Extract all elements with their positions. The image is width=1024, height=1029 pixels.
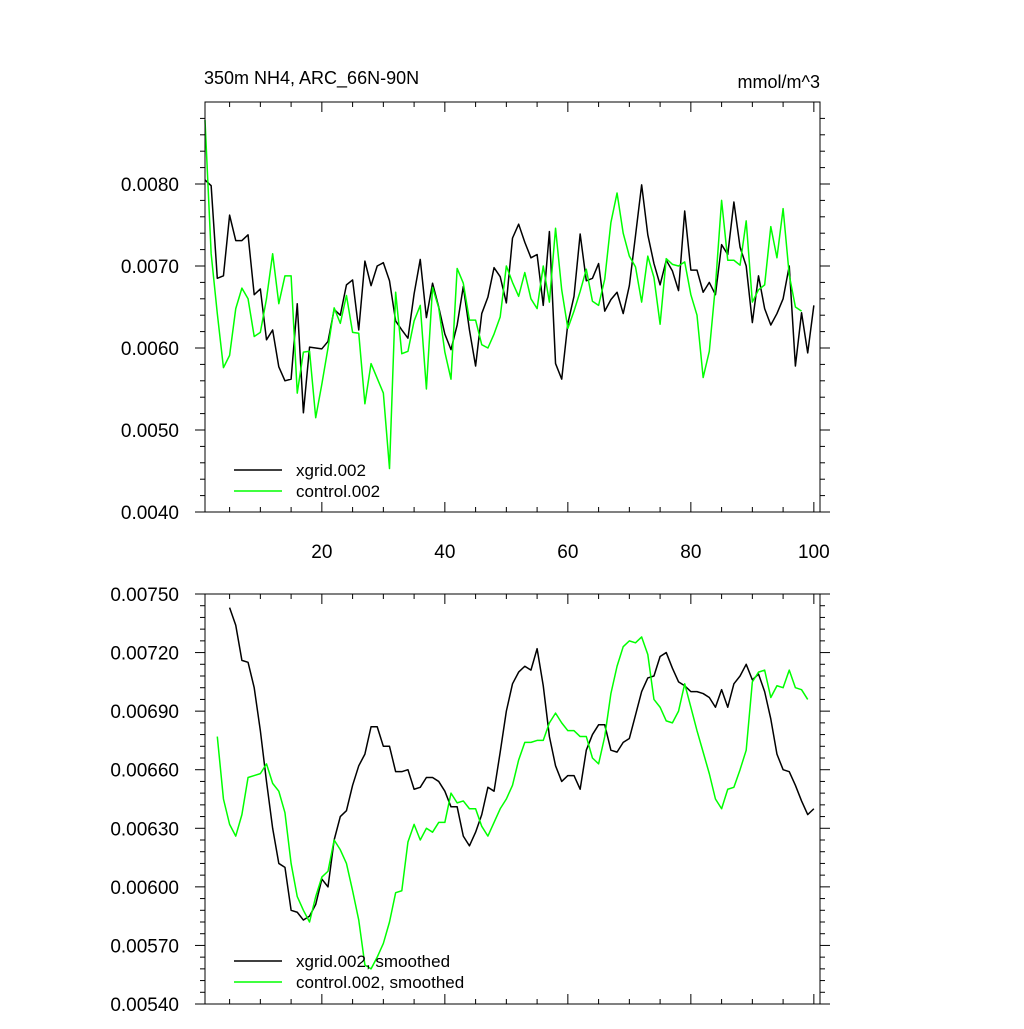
y-tick-label: 0.0080 (121, 175, 179, 196)
top-axis-ticks: 20 40 60 80 100 0.0040 0.0050 0.0060 0.0070 0.008… (121, 102, 830, 563)
x-tick-label: 80 (680, 542, 701, 563)
y-tick-label: 0.00690 (110, 702, 179, 723)
bottom-legend: xgrid.002, smoothed control.002, smoothe… (234, 952, 464, 992)
x-tick-label: 20 (311, 542, 332, 563)
y-tick-label: 0.00750 (110, 585, 179, 606)
series-line-xgrid-002-smoothed (228, 607, 815, 921)
legend-label-control-smoothed: control.002, smoothed (296, 973, 464, 992)
x-tick-label: 40 (434, 542, 455, 563)
y-tick-label: 0.0050 (121, 421, 179, 442)
y-tick-label: 0.00540 (110, 995, 179, 1016)
chart-title: 350m NH4, ARC_66N-90N (204, 68, 419, 89)
y-tick-label: 0.0040 (121, 503, 179, 524)
top-plot-frame (204, 101, 821, 513)
series-line-xgrid-002 (204, 179, 815, 414)
top-legend: xgrid.002 control.002 (234, 461, 380, 501)
x-tick-label: 60 (557, 542, 578, 563)
legend-label-xgrid: xgrid.002 (296, 461, 366, 480)
series-line-control-002 (204, 120, 802, 470)
series-line-control-002-smoothed (216, 636, 809, 970)
units-label: mmol/m^3 (738, 72, 820, 92)
bottom-panel: 0.00750 0.00720 0.00690 0.00660 0.00630 0.006… (110, 585, 830, 1016)
top-panel: 350m NH4, ARC_66N-90N mmol/m^3 20 40 60 80 1… (121, 68, 830, 563)
y-tick-label: 0.00660 (110, 761, 179, 782)
bottom-plot-frame (204, 593, 821, 1005)
x-tick-label: 100 (798, 542, 830, 563)
y-tick-label: 0.0070 (121, 257, 179, 278)
legend-label-control: control.002 (296, 482, 380, 501)
y-tick-label: 0.00600 (110, 878, 179, 899)
y-tick-label: 0.00630 (110, 819, 179, 840)
y-tick-label: 0.00720 (110, 644, 179, 665)
y-tick-label: 0.0060 (121, 339, 179, 360)
top-series-group (204, 120, 815, 470)
legend-label-xgrid-smoothed: xgrid.002, smoothed (296, 952, 450, 971)
y-tick-label: 0.00570 (110, 936, 179, 957)
bottom-series-group (216, 607, 815, 970)
bottom-axis-ticks: 0.00750 0.00720 0.00690 0.00660 0.00630 0.006… (110, 585, 830, 1016)
